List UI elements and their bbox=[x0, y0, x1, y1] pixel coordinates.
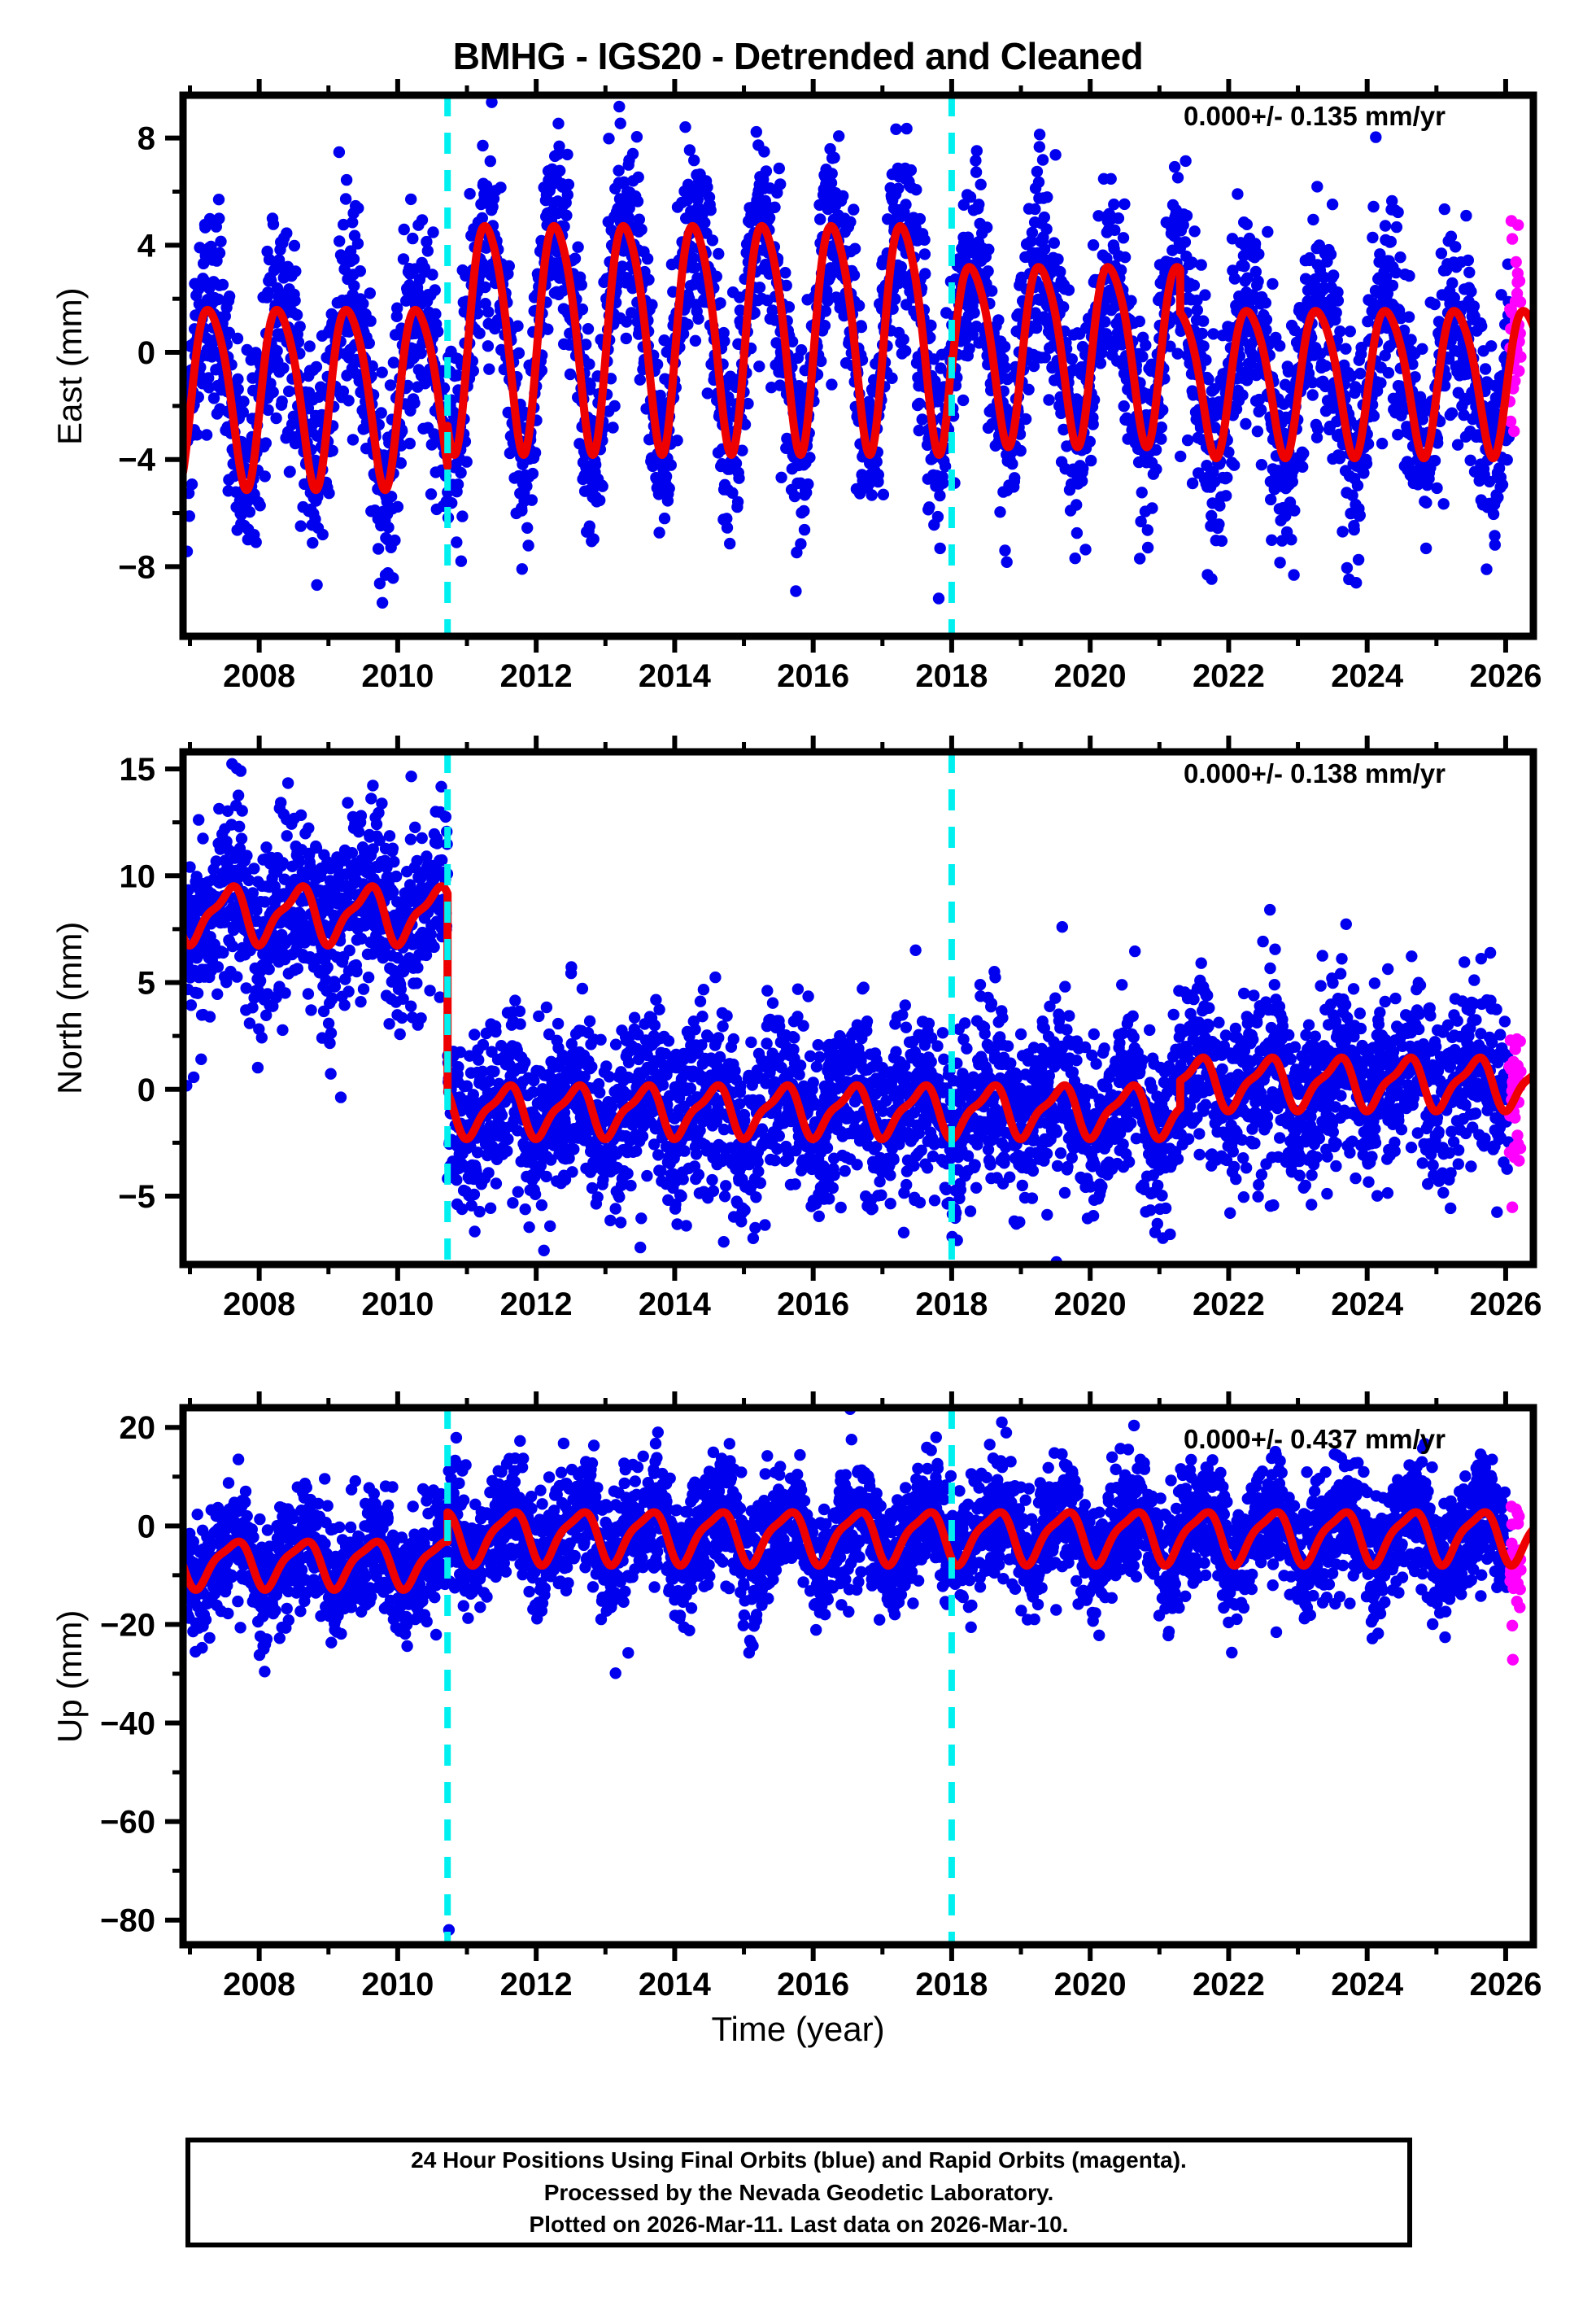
x-tick-label: 2026 bbox=[1469, 658, 1541, 694]
y-tick-label: 0 bbox=[137, 1072, 155, 1108]
x-tick-label: 2012 bbox=[500, 1286, 573, 1322]
x-tick-label: 2012 bbox=[500, 658, 573, 694]
x-tick-label: 2010 bbox=[361, 658, 434, 694]
y-tick-label: 20 bbox=[120, 1410, 156, 1446]
axis-label-north: North (mm) bbox=[50, 922, 89, 1094]
x-tick-label: 2014 bbox=[639, 1967, 712, 2002]
panel-north: 15 10 5 0 −5 2008 2010 2012 2014 2016 2018 2020 2022… bbox=[183, 752, 1533, 1264]
axis-label-up: Up (mm) bbox=[50, 1609, 89, 1742]
x-tick-label: 2016 bbox=[777, 1967, 849, 2002]
x-tick-label: 2016 bbox=[777, 658, 849, 694]
y-tick-label: −8 bbox=[118, 549, 155, 585]
x-tick-label: 2010 bbox=[361, 1967, 434, 2002]
x-tick-label: 2014 bbox=[639, 1286, 712, 1322]
x-tick-label: 2020 bbox=[1054, 1286, 1127, 1322]
footer-caption-box: 24 Hour Positions Using Final Orbits (bl… bbox=[185, 2138, 1412, 2247]
x-tick-label: 2008 bbox=[223, 658, 295, 694]
y-tick-label: 8 bbox=[137, 121, 155, 157]
x-tick-label: 2022 bbox=[1193, 658, 1265, 694]
x-tick-label: 2022 bbox=[1193, 1967, 1265, 2002]
y-tick-label: 10 bbox=[120, 858, 156, 894]
x-tick-label: 2026 bbox=[1469, 1286, 1541, 1322]
x-tick-label: 2018 bbox=[915, 1286, 988, 1322]
x-tick-label: 2016 bbox=[777, 1286, 849, 1322]
x-tick-label: 2020 bbox=[1054, 658, 1127, 694]
x-tick-label: 2024 bbox=[1331, 1967, 1404, 2002]
x-tick-label: 2026 bbox=[1469, 1967, 1541, 2002]
footer-line-1: 24 Hour Positions Using Final Orbits (bl… bbox=[411, 2144, 1187, 2177]
y-tick-label: 0 bbox=[137, 335, 155, 371]
axis-label-time: Time (year) bbox=[0, 2010, 1596, 2049]
x-tick-label: 2008 bbox=[223, 1286, 295, 1322]
y-tick-label: −80 bbox=[100, 1903, 155, 1939]
x-tick-label: 2008 bbox=[223, 1967, 295, 2002]
y-tick-label: 4 bbox=[137, 228, 156, 264]
x-tick-label: 2022 bbox=[1193, 1286, 1265, 1322]
footer-line-3: Plotted on 2026-Mar-11. Last data on 202… bbox=[530, 2208, 1069, 2241]
page-title: BMHG - IGS20 - Detrended and Cleaned bbox=[0, 34, 1596, 78]
y-tick-label: −4 bbox=[118, 443, 155, 478]
y-tick-label: 5 bbox=[137, 966, 155, 1002]
x-tick-label: 2012 bbox=[500, 1967, 573, 2002]
x-tick-label: 2018 bbox=[915, 1967, 988, 2002]
x-tick-label: 2018 bbox=[915, 658, 988, 694]
footer-line-2: Processed by the Nevada Geodetic Laborat… bbox=[544, 2177, 1054, 2209]
rate-annotation-east: 0.000+/- 0.135 mm/yr bbox=[1184, 101, 1446, 132]
panel-up: 20 0 −20 −40 −60 −80 2008 2010 2012 2014 2016 2018 2… bbox=[183, 1408, 1533, 1945]
x-tick-label: 2024 bbox=[1331, 658, 1404, 694]
x-tick-label: 2024 bbox=[1331, 1286, 1404, 1322]
rate-annotation-up: 0.000+/- 0.437 mm/yr bbox=[1184, 1424, 1446, 1455]
x-tick-label: 2010 bbox=[361, 1286, 434, 1322]
y-tick-label: −5 bbox=[118, 1179, 155, 1215]
x-tick-label: 2014 bbox=[639, 658, 712, 694]
y-tick-label: 0 bbox=[137, 1509, 155, 1544]
y-tick-label: −60 bbox=[100, 1805, 155, 1841]
panel-east: 8 4 0 −4 −8 2008 2010 2012 2014 2016 2018 2020 2022 2… bbox=[183, 95, 1533, 636]
y-tick-label: 15 bbox=[120, 752, 156, 788]
y-tick-label: −40 bbox=[100, 1706, 155, 1742]
x-tick-label: 2020 bbox=[1054, 1967, 1127, 2002]
axis-label-east: East (mm) bbox=[50, 287, 89, 445]
y-tick-label: −20 bbox=[100, 1607, 155, 1643]
rate-annotation-north: 0.000+/- 0.138 mm/yr bbox=[1184, 758, 1446, 789]
